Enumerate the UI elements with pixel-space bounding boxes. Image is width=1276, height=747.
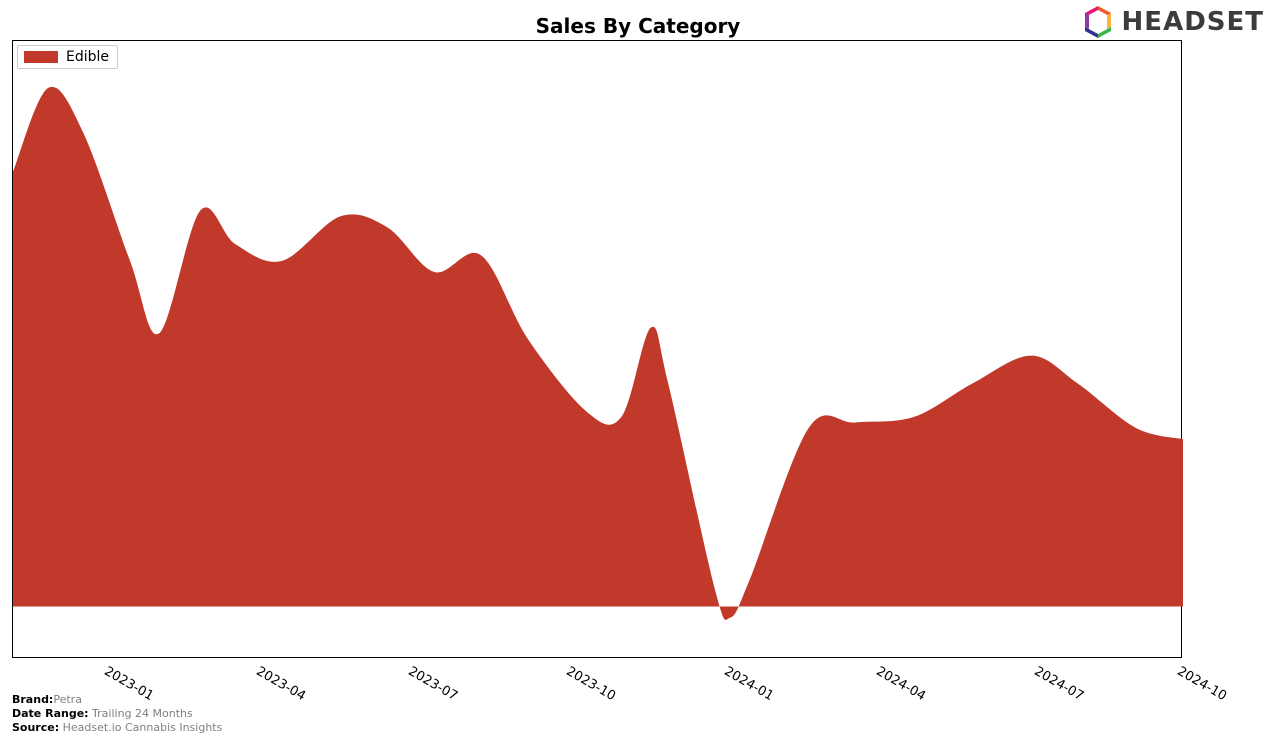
x-tick-label: 2023-07 xyxy=(406,664,461,704)
x-tick-label: 2023-04 xyxy=(254,664,309,704)
footer-brand: Brand:Petra xyxy=(12,693,222,707)
legend: Edible xyxy=(17,45,118,69)
x-tick-label: 2024-07 xyxy=(1032,664,1087,704)
x-tick-label: 2024-10 xyxy=(1175,664,1230,704)
logo-text: HEADSET xyxy=(1122,7,1264,37)
footer-range: Date Range: Trailing 24 Months xyxy=(12,707,222,721)
headset-logo: HEADSET xyxy=(1080,4,1264,40)
x-tick-label: 2024-01 xyxy=(722,664,777,704)
legend-label: Edible xyxy=(66,49,109,65)
chart-footer: Brand:Petra Date Range: Trailing 24 Mont… xyxy=(12,693,222,735)
x-tick-label: 2024-04 xyxy=(874,664,929,704)
area-series xyxy=(13,41,1183,659)
x-tick-label: 2023-10 xyxy=(564,664,619,704)
legend-swatch xyxy=(24,51,58,63)
footer-source: Source: Headset.io Cannabis Insights xyxy=(12,721,222,735)
logo-icon xyxy=(1080,4,1116,40)
plot-area: Edible xyxy=(12,40,1182,658)
